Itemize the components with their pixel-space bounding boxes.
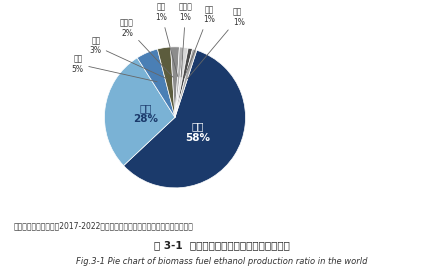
Wedge shape (171, 47, 179, 117)
Wedge shape (105, 58, 175, 166)
Text: 其他
1%: 其他 1% (187, 8, 245, 79)
Text: 泰国
1%: 泰国 1% (155, 3, 178, 77)
Text: 加拿大
2%: 加拿大 2% (120, 18, 173, 77)
Wedge shape (175, 47, 188, 117)
Wedge shape (137, 49, 175, 117)
Wedge shape (175, 49, 197, 117)
Text: 印度
1%: 印度 1% (184, 5, 215, 78)
Text: 中国
3%: 中国 3% (89, 36, 167, 79)
Wedge shape (124, 50, 245, 188)
Text: 美国
58%: 美国 58% (185, 121, 210, 143)
Wedge shape (157, 47, 175, 117)
Text: 数据来源：智研咨询《2017-2022年中国燃料乙醇行业市场投资战略研究报告》: 数据来源：智研咨询《2017-2022年中国燃料乙醇行业市场投资战略研究报告》 (13, 221, 193, 230)
Wedge shape (175, 48, 193, 117)
Text: 欧盟
5%: 欧盟 5% (71, 54, 157, 82)
Text: Fig.3-1 Pie chart of biomass fuel ethanol production ratio in the world: Fig.3-1 Pie chart of biomass fuel ethano… (76, 257, 367, 266)
Text: 阿根廷
1%: 阿根廷 1% (179, 3, 193, 77)
Text: 图 3-1  各国生物质燃料乙醇产量占比饼状图: 图 3-1 各国生物质燃料乙醇产量占比饼状图 (154, 240, 289, 250)
Wedge shape (175, 47, 184, 117)
Text: 巴西
28%: 巴西 28% (133, 103, 158, 124)
